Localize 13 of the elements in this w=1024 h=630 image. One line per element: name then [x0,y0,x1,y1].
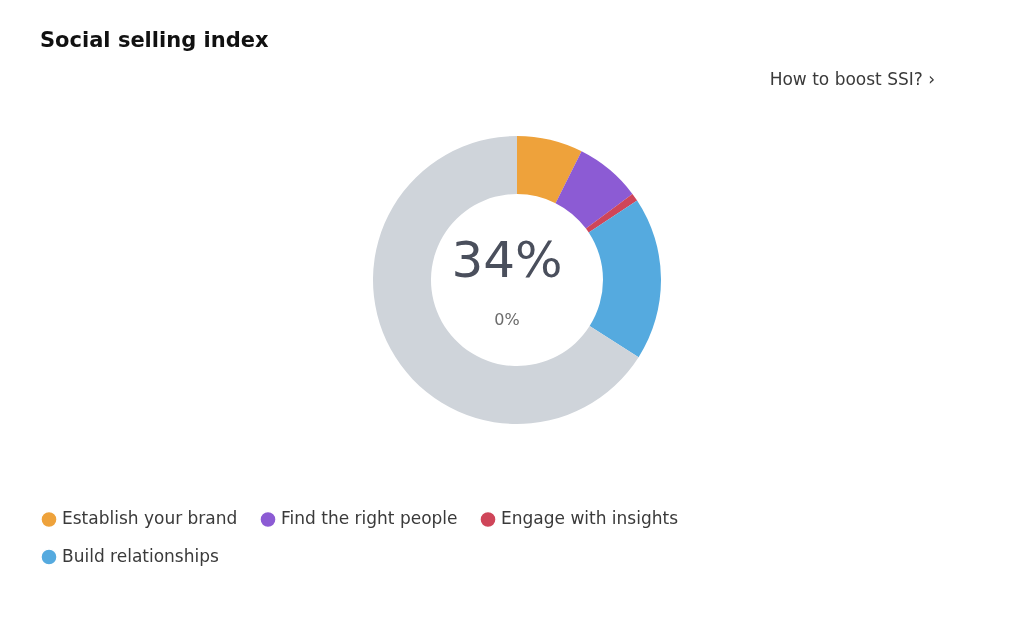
donut-slice [517,136,582,204]
text: How to boost SSI? › [769,69,935,89]
donut-slice [555,151,633,229]
text: 0% [494,310,520,329]
legend-label: Establish your brand [62,508,238,529]
legend-label: Build relationships [62,546,219,566]
donut-slice [585,193,638,233]
donut-slice [373,136,639,424]
chart-title: Social selling index [40,28,269,52]
legend-label: Engage with insights [501,508,679,529]
legend-label: Find the right people [281,508,458,529]
text: 34% [451,231,563,289]
donut-slice [588,200,661,358]
